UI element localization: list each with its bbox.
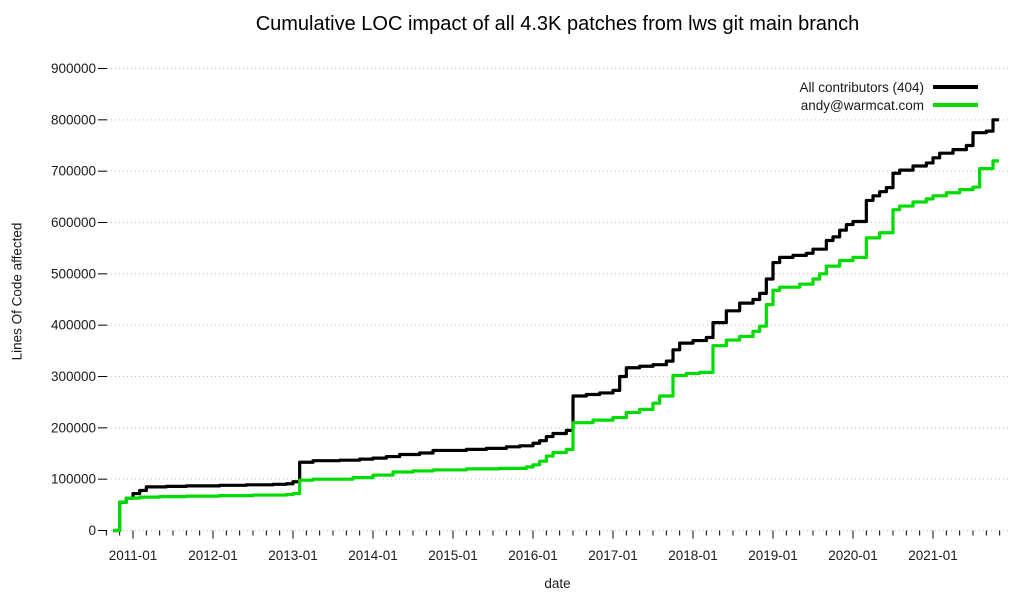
svg-text:2017-01: 2017-01 [588, 548, 638, 563]
legend-label-andy-warmcat: andy@warmcat.com [800, 97, 924, 113]
svg-text:2016-01: 2016-01 [508, 548, 558, 563]
x-axis-label: date [544, 576, 571, 591]
legend: All contributors (404) andy@warmcat.com [799, 78, 978, 114]
svg-text:2012-01: 2012-01 [188, 548, 238, 563]
svg-text:2021-01: 2021-01 [908, 548, 958, 563]
svg-text:2011-01: 2011-01 [109, 548, 158, 563]
legend-line-sample-green [933, 103, 978, 107]
svg-text:200000: 200000 [51, 420, 96, 435]
svg-text:2018-01: 2018-01 [668, 548, 718, 563]
legend-item: andy@warmcat.com [799, 96, 978, 114]
y-axis-label: Lines Of Code affected [9, 222, 25, 361]
svg-text:500000: 500000 [51, 266, 96, 281]
svg-text:2013-01: 2013-01 [268, 548, 318, 563]
svg-text:100000: 100000 [51, 472, 96, 487]
svg-text:400000: 400000 [51, 318, 96, 333]
chart-title: Cumulative LOC impact of all 4.3K patche… [255, 13, 860, 35]
svg-text:0: 0 [88, 523, 96, 538]
svg-text:2015-01: 2015-01 [428, 548, 478, 563]
svg-text:900000: 900000 [51, 61, 96, 76]
svg-text:2019-01: 2019-01 [748, 548, 798, 563]
series-line-andy-warmcat [113, 159, 999, 533]
svg-text:800000: 800000 [51, 112, 96, 127]
legend-item: All contributors (404) [799, 78, 978, 96]
svg-text:2014-01: 2014-01 [348, 548, 398, 563]
legend-label-all-contributors: All contributors (404) [799, 79, 924, 95]
svg-text:700000: 700000 [51, 164, 96, 179]
svg-text:600000: 600000 [51, 215, 96, 230]
legend-line-sample-black [933, 85, 978, 89]
svg-text:2020-01: 2020-01 [828, 548, 878, 563]
svg-text:300000: 300000 [51, 369, 96, 384]
